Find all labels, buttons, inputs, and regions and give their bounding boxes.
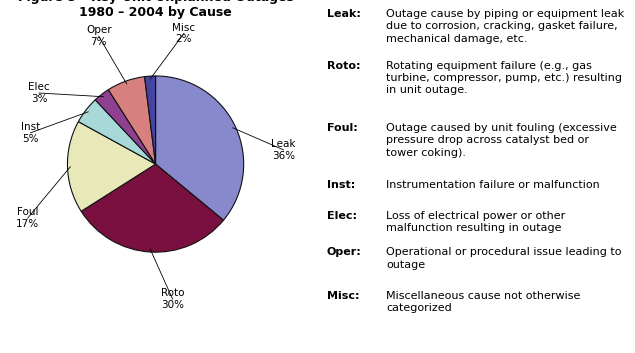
Text: Instrumentation failure or malfunction: Instrumentation failure or malfunction <box>386 180 599 190</box>
Text: Oper:: Oper: <box>327 247 361 257</box>
Text: Elec
3%: Elec 3% <box>28 82 50 104</box>
Text: Elec:: Elec: <box>327 211 357 221</box>
Wedge shape <box>81 164 224 252</box>
Text: Inst:: Inst: <box>327 180 355 190</box>
Text: Foul
17%: Foul 17% <box>16 207 39 229</box>
Wedge shape <box>156 76 244 220</box>
Wedge shape <box>145 76 156 164</box>
Text: Operational or procedural issue leading to
outage: Operational or procedural issue leading … <box>386 247 622 270</box>
Text: Outage caused by unit fouling (excessive
pressure drop across catalyst bed or
to: Outage caused by unit fouling (excessive… <box>386 123 617 158</box>
Text: Leak
36%: Leak 36% <box>271 139 296 161</box>
Wedge shape <box>78 100 156 164</box>
Text: Loss of electrical power or other
malfunction resulting in outage: Loss of electrical power or other malfun… <box>386 211 565 233</box>
Title: Figure 5 – Key-Unit Unplanned Outages
1980 – 2004 by Cause: Figure 5 – Key-Unit Unplanned Outages 19… <box>18 0 293 19</box>
Wedge shape <box>67 122 156 211</box>
Wedge shape <box>95 90 156 164</box>
Text: Misc
2%: Misc 2% <box>173 23 196 44</box>
Text: Miscellaneous cause not otherwise
categorized: Miscellaneous cause not otherwise catego… <box>386 291 580 313</box>
Text: Roto
30%: Roto 30% <box>161 288 184 310</box>
Text: Inst
5%: Inst 5% <box>21 122 40 144</box>
Text: Misc:: Misc: <box>327 291 359 301</box>
Wedge shape <box>109 77 156 164</box>
Text: Leak:: Leak: <box>327 9 361 19</box>
Text: Rotating equipment failure (e.g., gas
turbine, compressor, pump, etc.) resulting: Rotating equipment failure (e.g., gas tu… <box>386 61 622 95</box>
Text: Outage cause by piping or equipment leak
due to corrosion, cracking, gasket fail: Outage cause by piping or equipment leak… <box>386 9 624 43</box>
Text: Oper
7%: Oper 7% <box>86 25 112 47</box>
Text: Roto:: Roto: <box>327 61 360 71</box>
Text: Foul:: Foul: <box>327 123 358 133</box>
